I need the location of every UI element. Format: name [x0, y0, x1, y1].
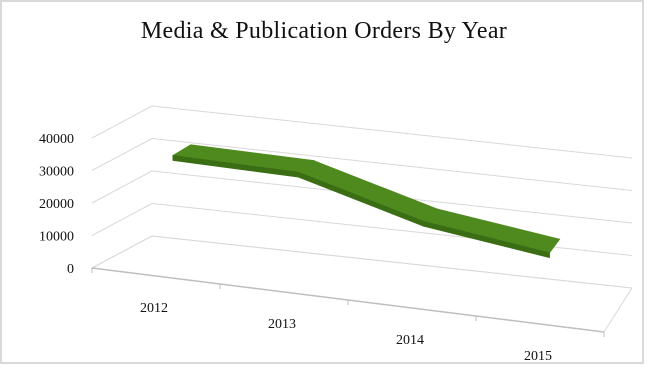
y-tick-label: 30000: [39, 165, 74, 180]
gridline-side: [91, 203, 153, 236]
gridline-side: [91, 170, 153, 204]
y-tick-label: 10000: [39, 230, 74, 245]
gridline: [151, 138, 633, 191]
ribbon-edge: [423, 221, 550, 259]
gridline-side: [91, 138, 153, 171]
y-tick-label: 0: [67, 262, 74, 277]
y-tick-label: 40000: [39, 132, 74, 147]
x-tick-label: 2012: [140, 301, 168, 316]
x-tick-label: 2015: [524, 349, 552, 364]
chart-title: Media & Publication Orders By Year: [140, 18, 508, 44]
ribbon-segment: [297, 160, 438, 222]
y-tick-label: 20000: [39, 197, 74, 212]
gridline-side: [91, 105, 153, 139]
x-tick-label: 2013: [268, 317, 296, 332]
x-tick-label: 2014: [396, 333, 424, 348]
gridline: [151, 105, 633, 159]
